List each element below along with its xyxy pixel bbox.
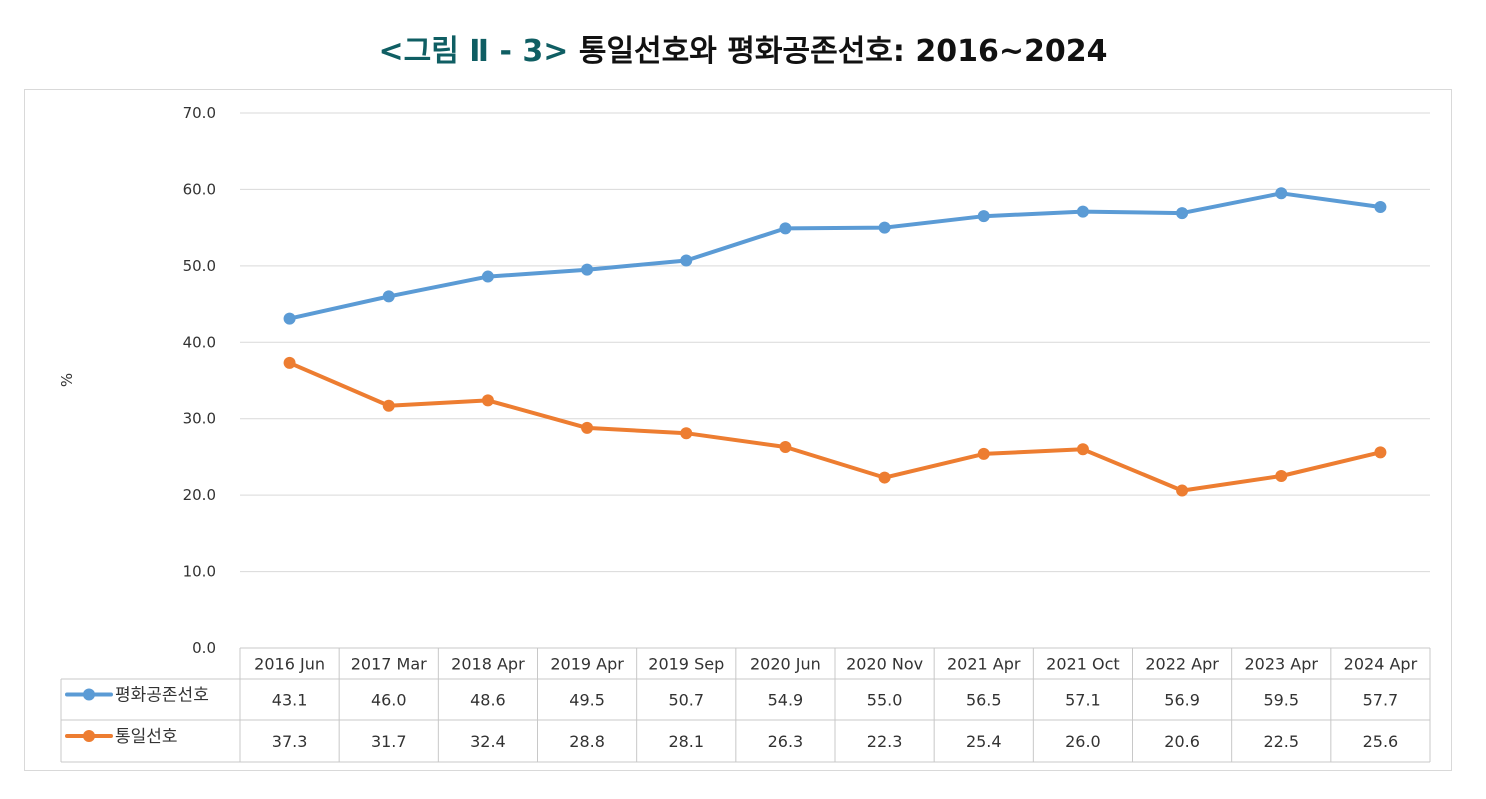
x-category-label: 2021 Apr [947, 655, 1021, 674]
legend-key-marker [83, 688, 95, 701]
data-label: 59.5 [1263, 691, 1299, 710]
data-label: 26.3 [768, 732, 804, 751]
data-point [1275, 470, 1288, 483]
x-category-label: 2016 Jun [254, 655, 325, 674]
data-point [382, 399, 395, 412]
y-tick-label: 30.0 [183, 410, 216, 428]
x-category-label: 2020 Jun [750, 655, 821, 674]
data-point [1374, 201, 1387, 214]
data-label: 28.8 [569, 732, 605, 751]
data-table: 2016 Jun 2017 Mar 2018 Apr 2019 Apr 2019 Sep… [60, 647, 1431, 763]
legend-label: 평화공존선호 [115, 686, 209, 706]
data-point [779, 440, 792, 453]
data-point [680, 427, 693, 440]
series-lines [287, 191, 1383, 493]
data-point [481, 394, 494, 407]
x-category-label: 2021 Oct [1046, 655, 1119, 674]
series-line [287, 191, 1383, 321]
y-tick-label: 0.0 [192, 639, 216, 657]
data-point [977, 447, 990, 460]
data-label: 25.4 [966, 732, 1002, 751]
data-label: 57.1 [1065, 691, 1101, 710]
x-category-label: 2022 Apr [1145, 655, 1219, 674]
legend-label: 통일선호 [115, 727, 178, 747]
data-label: 43.1 [272, 691, 308, 710]
gridlines [240, 112, 1430, 573]
data-label: 46.0 [371, 691, 407, 710]
y-tick-label: 60.0 [183, 180, 216, 198]
series-line [287, 360, 1383, 493]
data-point [878, 221, 891, 234]
data-label: 55.0 [867, 691, 903, 710]
data-point [581, 263, 594, 276]
x-category-label: 2023 Apr [1245, 655, 1319, 674]
data-label: 22.3 [867, 732, 903, 751]
y-axis: 0.0 10.0 20.0 30.0 40.0 50.0 60.0 70.0% [58, 104, 216, 657]
data-point [977, 210, 990, 223]
data-label: 57.7 [1363, 691, 1399, 710]
data-point [382, 290, 395, 303]
chart-frame [24, 89, 1452, 771]
data-point [779, 222, 792, 235]
data-point [1374, 446, 1387, 459]
figure-number: <그림 Ⅱ - 3> [378, 34, 569, 69]
data-label: 50.7 [668, 691, 704, 710]
data-point [1176, 484, 1189, 497]
data-point [481, 270, 494, 283]
data-label: 22.5 [1263, 732, 1299, 751]
x-category-label: 2019 Apr [550, 655, 624, 674]
series-points [283, 187, 1387, 497]
y-tick-label: 10.0 [183, 563, 216, 581]
y-tick-label: 40.0 [183, 333, 216, 351]
data-label: 56.5 [966, 691, 1002, 710]
data-label: 48.6 [470, 691, 506, 710]
data-label: 37.3 [272, 732, 308, 751]
data-point [878, 471, 891, 484]
y-tick-label: 50.0 [183, 257, 216, 275]
chart-title-text: 통일선호와 평화공존선호: 2016~2024 [578, 34, 1108, 69]
data-point [1176, 207, 1189, 220]
data-label: 54.9 [768, 691, 804, 710]
data-point [283, 312, 296, 325]
chart-title: <그림 Ⅱ - 3> 통일선호와 평화공존선호: 2016~2024 [0, 26, 1486, 70]
data-point [680, 254, 693, 267]
data-label: 20.6 [1164, 732, 1200, 751]
y-axis-label: % [58, 373, 76, 387]
data-label: 56.9 [1164, 691, 1200, 710]
data-point [1275, 187, 1288, 200]
x-category-label: 2017 Mar [351, 655, 427, 674]
y-tick-label: 70.0 [183, 104, 216, 122]
x-category-label: 2020 Nov [846, 655, 923, 674]
data-label: 31.7 [371, 732, 407, 751]
data-point [1076, 443, 1089, 456]
y-tick-label: 20.0 [183, 486, 216, 504]
data-label: 49.5 [569, 691, 605, 710]
x-category-label: 2019 Sep [648, 655, 724, 674]
data-point [1076, 205, 1089, 218]
legend-key-marker [83, 730, 95, 742]
data-label: 25.6 [1363, 732, 1399, 751]
data-label: 28.1 [668, 732, 704, 751]
data-label: 26.0 [1065, 732, 1101, 751]
x-category-label: 2024 Apr [1344, 655, 1418, 674]
data-label: 32.4 [470, 732, 506, 751]
data-point [283, 356, 296, 369]
x-category-label: 2018 Apr [451, 655, 525, 674]
data-point [581, 421, 594, 434]
